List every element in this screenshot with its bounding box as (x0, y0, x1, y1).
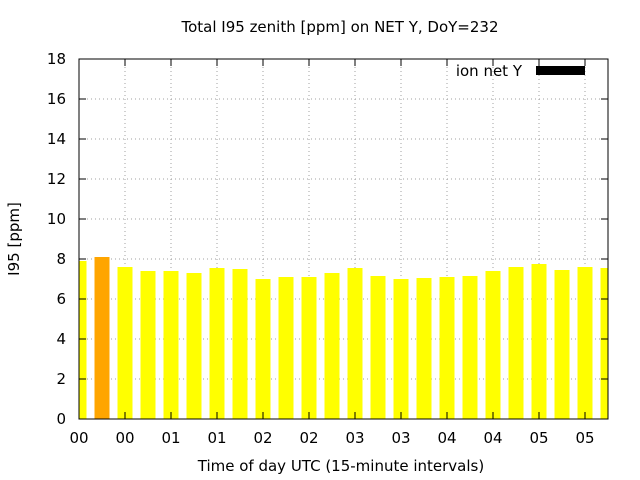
bar (485, 271, 501, 419)
bar (439, 277, 455, 419)
bar (94, 257, 110, 419)
y-tick-label: 2 (56, 370, 66, 388)
y-tick-label: 4 (56, 330, 66, 348)
legend: ion net Y (456, 62, 585, 80)
x-tick-label: 02 (253, 429, 272, 447)
y-tick-label: 6 (56, 290, 66, 308)
bar (462, 276, 478, 419)
bar (347, 268, 363, 419)
x-tick-label: 01 (161, 429, 180, 447)
y-tick-label: 8 (56, 250, 66, 268)
x-axis-label: Time of day UTC (15-minute intervals) (197, 457, 484, 475)
x-tick-label: 04 (483, 429, 502, 447)
x-tick-label: 03 (391, 429, 410, 447)
x-tick-label: 00 (115, 429, 134, 447)
x-tick-label: 01 (207, 429, 226, 447)
y-tick-labels: 0 2 4 6 8 10 12 14 16 18 (47, 50, 66, 428)
bar (324, 273, 340, 419)
bar (79, 261, 87, 419)
y-tick-label: 16 (47, 90, 66, 108)
bar (209, 268, 225, 419)
y-tick-label: 14 (47, 130, 66, 148)
y-tick-label: 18 (47, 50, 66, 68)
bar (416, 278, 432, 419)
bar (117, 267, 133, 419)
y-tick-label: 0 (56, 410, 66, 428)
bar (370, 276, 386, 419)
bar (278, 277, 294, 419)
bars (79, 257, 608, 419)
bar (255, 279, 271, 419)
y-tick-label: 12 (47, 170, 66, 188)
x-tick-label: 05 (575, 429, 594, 447)
chart-title: Total I95 zenith [ppm] on NET Y, DoY=232 (180, 18, 498, 36)
x-tick-label: 00 (69, 429, 88, 447)
bar (163, 271, 179, 419)
bar (140, 271, 156, 419)
grid (79, 59, 608, 419)
x-tick-labels: 00 00 01 01 02 02 03 03 04 04 05 05 (69, 429, 594, 447)
x-tick-label: 04 (437, 429, 456, 447)
x-tick-label: 03 (345, 429, 364, 447)
legend-swatch (536, 66, 585, 75)
x-tick-label: 02 (299, 429, 318, 447)
bar (508, 267, 524, 419)
y-axis-label: I95 [ppm] (5, 202, 23, 276)
bar (393, 279, 409, 419)
y-tick-label: 10 (47, 210, 66, 228)
legend-label: ion net Y (456, 62, 523, 80)
bar (301, 277, 317, 419)
bar (577, 267, 593, 419)
bar (232, 269, 248, 419)
bar (600, 268, 608, 419)
bar (186, 273, 202, 419)
bar (531, 264, 547, 419)
x-tick-label: 05 (529, 429, 548, 447)
plot-frame (78, 58, 609, 420)
bar (554, 270, 570, 419)
axis-ticks (79, 58, 608, 420)
